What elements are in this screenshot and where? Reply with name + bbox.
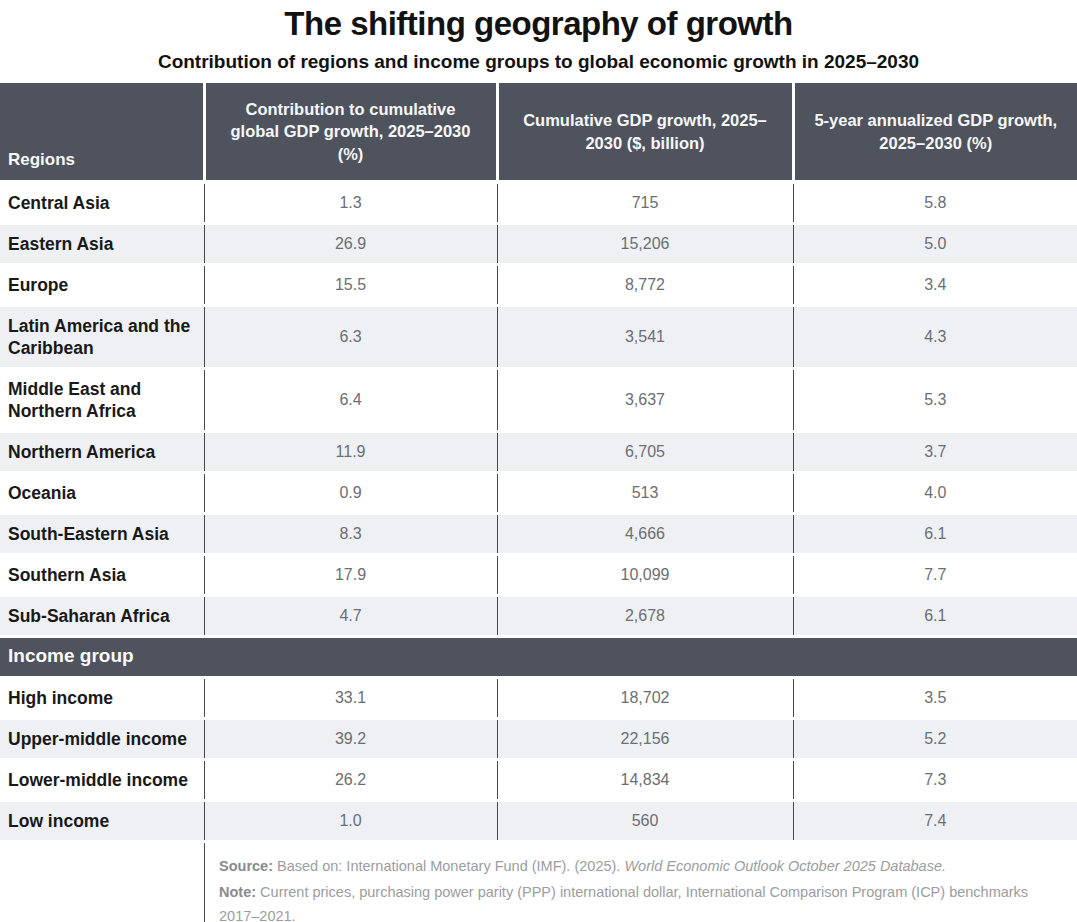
cumulative-cell: 513: [497, 473, 793, 514]
region-name-cell: Latin America and the Caribbean: [0, 306, 204, 369]
contribution-cell: 1.0: [204, 801, 497, 842]
annualized-cell: 5.2: [793, 719, 1077, 760]
annualized-cell: 5.3: [793, 369, 1077, 432]
table-body: Central Asia 1.3 715 5.8 Eastern Asia 26…: [0, 182, 1077, 842]
contribution-cell: 4.7: [204, 596, 497, 637]
note-text: Current prices, purchasing power parity …: [219, 884, 1028, 922]
page-subtitle: Contribution of regions and income group…: [0, 51, 1077, 73]
contribution-cell: 6.3: [204, 306, 497, 369]
source-text: Based on: International Monetary Fund (I…: [273, 858, 624, 874]
table-row: Middle East and Northern Africa 6.4 3,63…: [0, 369, 1077, 432]
table-row: Eastern Asia 26.9 15,206 5.0: [0, 224, 1077, 265]
gdp-growth-table: Regions Contribution to cumulative globa…: [0, 83, 1077, 843]
income-name-cell: Lower-middle income: [0, 760, 204, 801]
table-row: Lower-middle income 26.2 14,834 7.3: [0, 760, 1077, 801]
contribution-cell: 17.9: [204, 555, 497, 596]
header-regions: Regions: [0, 83, 204, 182]
contribution-cell: 8.3: [204, 514, 497, 555]
cumulative-cell: 6,705: [497, 432, 793, 473]
income-name-cell: Upper-middle income: [0, 719, 204, 760]
region-name-cell: Eastern Asia: [0, 224, 204, 265]
table-row: Europe 15.5 8,772 3.4: [0, 265, 1077, 306]
region-name-cell: Southern Asia: [0, 555, 204, 596]
annualized-cell: 4.0: [793, 473, 1077, 514]
table-header: Regions Contribution to cumulative globa…: [0, 83, 1077, 182]
header-row: Regions Contribution to cumulative globa…: [0, 83, 1077, 182]
table-row: South-Eastern Asia 8.3 4,666 6.1: [0, 514, 1077, 555]
annualized-cell: 3.5: [793, 678, 1077, 719]
header-contribution: Contribution to cumulative global GDP gr…: [204, 83, 497, 182]
table-row: Sub-Saharan Africa 4.7 2,678 6.1: [0, 596, 1077, 637]
annualized-cell: 6.1: [793, 596, 1077, 637]
page-title: The shifting geography of growth: [0, 3, 1077, 45]
cumulative-cell: 3,637: [497, 369, 793, 432]
contribution-cell: 39.2: [204, 719, 497, 760]
note-line: Note: Current prices, purchasing power p…: [219, 881, 1043, 922]
income-name-cell: High income: [0, 678, 204, 719]
contribution-cell: 26.2: [204, 760, 497, 801]
contribution-cell: 26.9: [204, 224, 497, 265]
note-label: Note:: [219, 884, 256, 900]
header-cumulative: Cumulative GDP growth, 2025–2030 ($, bil…: [497, 83, 793, 182]
table-row: Central Asia 1.3 715 5.8: [0, 182, 1077, 224]
annualized-cell: 3.7: [793, 432, 1077, 473]
income-name-cell: Low income: [0, 801, 204, 842]
cumulative-cell: 560: [497, 801, 793, 842]
table-row: High income 33.1 18,702 3.5: [0, 678, 1077, 719]
cumulative-cell: 4,666: [497, 514, 793, 555]
contribution-cell: 11.9: [204, 432, 497, 473]
contribution-cell: 15.5: [204, 265, 497, 306]
region-name-cell: Oceania: [0, 473, 204, 514]
cumulative-cell: 715: [497, 182, 793, 224]
cumulative-cell: 10,099: [497, 555, 793, 596]
cumulative-cell: 3,541: [497, 306, 793, 369]
cumulative-cell: 15,206: [497, 224, 793, 265]
annualized-cell: 4.3: [793, 306, 1077, 369]
region-name-cell: Sub-Saharan Africa: [0, 596, 204, 637]
cumulative-cell: 8,772: [497, 265, 793, 306]
annualized-cell: 3.4: [793, 265, 1077, 306]
table-row: Low income 1.0 560 7.4: [0, 801, 1077, 842]
annualized-cell: 5.0: [793, 224, 1077, 265]
annualized-cell: 7.3: [793, 760, 1077, 801]
figure-page: The shifting geography of growth Contrib…: [0, 0, 1077, 922]
income-group-label: Income group: [0, 637, 1077, 678]
table-row: Upper-middle income 39.2 22,156 5.2: [0, 719, 1077, 760]
region-name-cell: Northern America: [0, 432, 204, 473]
table-row: Northern America 11.9 6,705 3.7: [0, 432, 1077, 473]
region-name-cell: Central Asia: [0, 182, 204, 224]
contribution-cell: 33.1: [204, 678, 497, 719]
region-name-cell: Europe: [0, 265, 204, 306]
contribution-cell: 6.4: [204, 369, 497, 432]
cumulative-cell: 22,156: [497, 719, 793, 760]
region-name-cell: South-Eastern Asia: [0, 514, 204, 555]
contribution-cell: 1.3: [204, 182, 497, 224]
cumulative-cell: 14,834: [497, 760, 793, 801]
footnote-block: Source: Based on: International Monetary…: [204, 843, 1077, 922]
table-row: Oceania 0.9 513 4.0: [0, 473, 1077, 514]
annualized-cell: 6.1: [793, 514, 1077, 555]
contribution-cell: 0.9: [204, 473, 497, 514]
cumulative-cell: 18,702: [497, 678, 793, 719]
annualized-cell: 5.8: [793, 182, 1077, 224]
header-annualized: 5-year annualized GDP growth, 2025–2030 …: [793, 83, 1077, 182]
source-line: Source: Based on: International Monetary…: [219, 855, 1043, 878]
source-label: Source:: [219, 858, 273, 874]
region-name-cell: Middle East and Northern Africa: [0, 369, 204, 432]
source-title-italic: World Economic Outlook October 2025 Data…: [624, 858, 946, 874]
table-row: Southern Asia 17.9 10,099 7.7: [0, 555, 1077, 596]
income-group-section-header: Income group: [0, 637, 1077, 678]
annualized-cell: 7.4: [793, 801, 1077, 842]
cumulative-cell: 2,678: [497, 596, 793, 637]
annualized-cell: 7.7: [793, 555, 1077, 596]
table-row: Latin America and the Caribbean 6.3 3,54…: [0, 306, 1077, 369]
